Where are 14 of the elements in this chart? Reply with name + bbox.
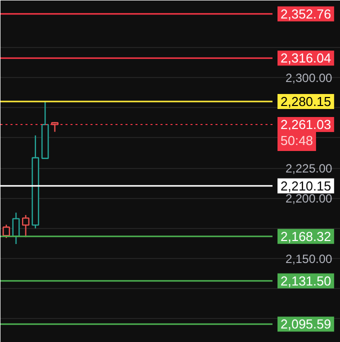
y-tick-label: 2,225.00 [286, 162, 333, 176]
text: 50:48 [280, 133, 314, 148]
ref-line-label: 2,168.32 [280, 228, 332, 244]
ref-line-label: 2,352.76 [280, 6, 332, 22]
candlestick [22, 214, 30, 238]
ref-line-label: 2,095.59 [280, 316, 332, 332]
ref-line-label: 2,131.50 [280, 273, 332, 288]
ref-line-label: 2,210.15 [280, 178, 332, 194]
y-tick-label: 2,150.00 [286, 252, 333, 266]
ref-line-label: 2,261.03 [280, 117, 332, 132]
y-tick-label: 2,200.00 [286, 192, 333, 206]
ref-line-label: 2,280.15 [280, 94, 332, 109]
ref-line-label: 2,316.04 [280, 50, 332, 66]
y-tick-label: 2,300.00 [286, 70, 333, 85]
